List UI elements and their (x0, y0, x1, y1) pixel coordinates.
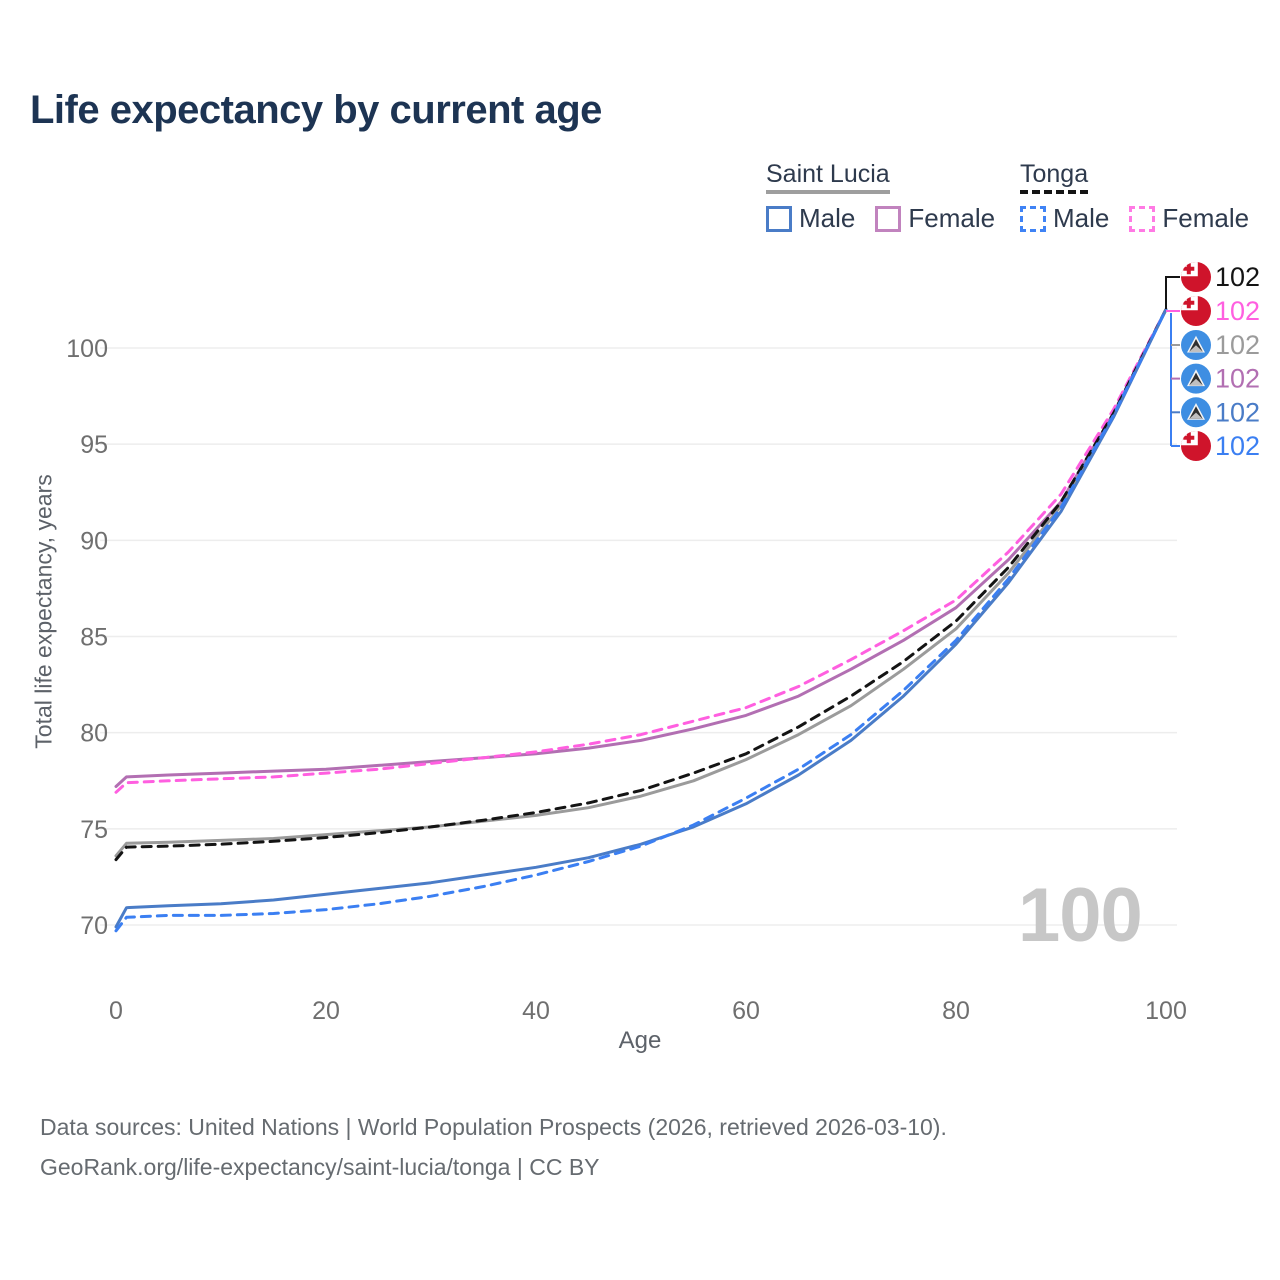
end-label-value-saint-lucia-female: 102 (1215, 364, 1260, 394)
saint-lucia-flag-icon (1181, 363, 1211, 394)
footer-attribution-link: GeoRank.org/life-expectancy/saint-lucia/… (40, 1154, 600, 1180)
y-tick-label: 95 (80, 431, 108, 459)
end-label-value-saint-lucia-male: 102 (1215, 397, 1260, 427)
legend-item-label: Female (1162, 203, 1250, 233)
y-tick-label: 85 (80, 624, 108, 652)
x-tick-label: 60 (732, 997, 760, 1025)
legend-item-tonga-male[interactable]: Male (1020, 203, 1109, 234)
legend-item-label: Female (908, 203, 996, 233)
end-label-connector (1165, 276, 1180, 309)
footer-data-sources: Data sources: United Nations | World Pop… (40, 1114, 947, 1140)
legend-item-tonga-female[interactable]: Female (1129, 203, 1249, 234)
legend-checkbox-icon[interactable] (875, 205, 902, 232)
legend-items-row: Male Female (766, 203, 995, 234)
legend-checkbox-icon[interactable] (1020, 205, 1046, 232)
saint-lucia-flag-icon (1181, 397, 1211, 428)
legend-group-saint-lucia: Saint Lucia Male Female (766, 160, 995, 234)
x-tick-label: 100 (1145, 997, 1187, 1025)
x-tick-label: 40 (522, 997, 550, 1025)
page-title: Life expectancy by current age (30, 88, 602, 132)
y-tick-label: 70 (80, 912, 108, 940)
legend-items-row: Male Female (1020, 203, 1249, 234)
series-line-saint-lucia-male (114, 308, 1168, 929)
saint-lucia-flag-icon (1181, 330, 1211, 360)
end-label-value-tonga-male: 102 (1215, 431, 1260, 461)
series-line-tonga-all (114, 308, 1168, 862)
legend-item-saint-lucia-male[interactable]: Male (766, 203, 855, 234)
series-line-saint-lucia-female (114, 308, 1168, 788)
legend-item-label: Male (1053, 203, 1110, 233)
y-tick-label: 90 (80, 527, 108, 555)
series-line-tonga-male (114, 308, 1168, 933)
footer: Data sources: United Nations | World Pop… (40, 1107, 947, 1187)
legend-item-label: Male (799, 203, 856, 233)
legend-country-label-saint-lucia: Saint Lucia (766, 160, 890, 194)
y-tick-label: 75 (80, 816, 108, 844)
tonga-flag-icon (1181, 431, 1211, 461)
x-axis-title: Age (618, 1027, 662, 1054)
legend-group-tonga: Tonga Male Female (1020, 160, 1249, 234)
tonga-flag-icon (1181, 296, 1211, 326)
end-label-value-saint-lucia-all: 102 (1215, 330, 1260, 360)
x-tick-label: 0 (109, 997, 123, 1025)
x-tick-label: 20 (312, 997, 340, 1025)
end-label-value-tonga-female: 102 (1215, 296, 1260, 326)
legend-item-saint-lucia-female[interactable]: Female (875, 203, 995, 234)
y-axis-title: Total life expectancy, years (30, 474, 57, 749)
series-line-tonga-female (114, 308, 1168, 794)
x-tick-label: 80 (942, 997, 970, 1025)
legend-checkbox-icon[interactable] (766, 205, 792, 232)
y-tick-label: 100 (66, 335, 108, 363)
legend-country-label-tonga: Tonga (1020, 160, 1089, 194)
y-tick-label: 80 (80, 720, 108, 748)
chart-legend: Saint Lucia Male Female Tonga Male Female (0, 160, 1280, 250)
age-watermark: 100 (1018, 873, 1143, 958)
end-label-value-tonga-all: 102 (1215, 262, 1260, 292)
series-line-saint-lucia-all (114, 308, 1168, 858)
legend-checkbox-icon[interactable] (1129, 205, 1156, 232)
tonga-flag-icon (1181, 262, 1211, 292)
